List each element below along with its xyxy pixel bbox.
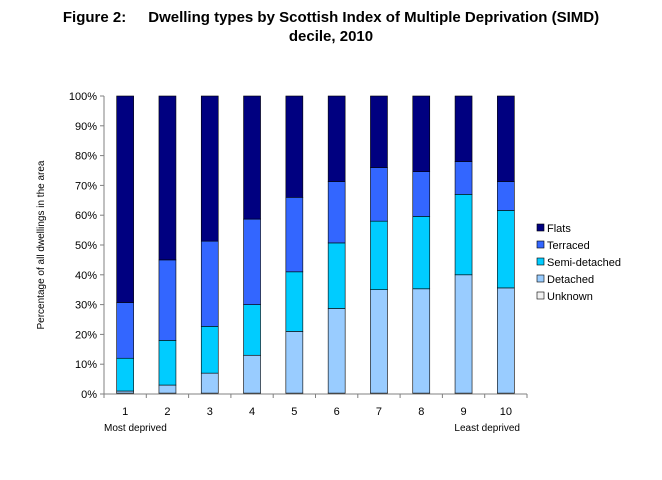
title-line-1: Figure 2: Dwelling types by Scottish Inde… — [0, 8, 662, 27]
bar-segment-terraced — [497, 181, 515, 211]
x-tick-label: 3 — [207, 406, 213, 418]
bar-segment-semi-detached — [497, 210, 515, 289]
y-tick-label: 80% — [75, 151, 97, 163]
bar-segment-detached — [327, 308, 346, 394]
bar-segment-flats — [200, 95, 219, 242]
bar-segment-terraced — [454, 161, 473, 195]
bar-segment-flats — [454, 95, 473, 162]
bar-segment-semi-detached — [370, 220, 388, 291]
x-tick-label: 5 — [291, 406, 297, 418]
title-text-line-2: decile, 2010 — [288, 28, 374, 45]
y-tick-label: 90% — [75, 121, 97, 133]
x-tick-label: 2 — [164, 406, 170, 418]
x-tick-label: 1 — [122, 406, 128, 418]
y-tick-label: 70% — [75, 180, 97, 192]
bar-segment-terraced — [200, 240, 219, 327]
bar-segment-flats — [497, 95, 515, 182]
x-tick-label: 4 — [249, 406, 255, 418]
legend-swatch-flats — [536, 223, 545, 232]
y-tick-label: 100% — [69, 91, 97, 103]
x-tick-label: 7 — [376, 406, 382, 418]
x-tick-label: 9 — [460, 406, 466, 418]
legend-label-semi-detached: Semi-detached — [547, 257, 621, 269]
y-tick-label: 50% — [75, 240, 97, 252]
bar-segment-flats — [158, 95, 177, 261]
bar-segment-semi-detached — [327, 242, 346, 309]
legend-label-terraced: Terraced — [547, 240, 590, 252]
legend-swatch-terraced — [536, 240, 545, 249]
y-axis-title: Percentage of all dwellings in the area — [36, 160, 47, 329]
bar-segment-detached — [158, 384, 177, 394]
bar-segment-detached — [412, 288, 431, 394]
bar-segment-semi-detached — [285, 271, 304, 332]
bar-segment-semi-detached — [243, 304, 261, 356]
bar-segment-semi-detached — [200, 326, 219, 374]
legend-swatch-detached — [536, 274, 545, 283]
bar-segment-terraced — [285, 197, 304, 273]
x-annotation-left: Most deprived — [104, 423, 167, 434]
bar-segment-terraced — [412, 171, 431, 217]
title-text-line-1: Dwelling types by Scottish Index of Mult… — [148, 9, 600, 26]
y-tick-label: 40% — [75, 270, 97, 282]
y-tick-label: 20% — [75, 329, 97, 341]
y-tick-label: 0% — [81, 389, 97, 401]
y-tick-label: 30% — [75, 300, 97, 312]
bar-segment-flats — [327, 95, 346, 182]
x-tick-label: 8 — [418, 406, 424, 418]
bar-segment-terraced — [116, 302, 134, 359]
bar-segment-detached — [497, 287, 515, 394]
bar-segment-detached — [454, 274, 473, 394]
bar-segment-flats — [285, 95, 304, 198]
bar-segment-detached — [243, 354, 261, 394]
bar-segment-flats — [116, 95, 134, 303]
bar-segment-detached — [285, 331, 304, 394]
y-tick-label: 10% — [75, 359, 97, 371]
x-tick-label: 10 — [500, 406, 512, 418]
x-annotation-right: Least deprived — [454, 423, 520, 434]
legend-label-flats: Flats — [547, 223, 571, 235]
bar-segment-flats — [412, 95, 431, 172]
figure-label: Figure 2: — [62, 9, 127, 26]
bar-segment-flats — [370, 95, 388, 168]
bar-segment-semi-detached — [158, 340, 177, 386]
bar-segment-semi-detached — [412, 216, 431, 290]
bar-segment-terraced — [370, 167, 388, 222]
bar-segment-detached — [200, 372, 219, 394]
bar-segment-detached — [370, 289, 388, 394]
y-tick-label: 60% — [75, 210, 97, 222]
legend-swatch-unknown — [536, 291, 545, 300]
bar-segment-terraced — [243, 218, 261, 305]
bar-segment-flats — [243, 95, 261, 220]
bar-segment-terraced — [158, 259, 177, 341]
chart-title: Figure 2: Dwelling types by Scottish Inde… — [0, 8, 662, 46]
legend-swatch-semi-detached — [536, 257, 545, 266]
legend-label-detached: Detached — [547, 274, 594, 286]
bar-segment-detached — [116, 390, 134, 394]
bar-segment-semi-detached — [116, 357, 134, 392]
bar-segment-terraced — [327, 181, 346, 244]
bar-segment-semi-detached — [454, 194, 473, 276]
legend-label-unknown: Unknown — [547, 291, 593, 303]
x-tick-label: 6 — [334, 406, 340, 418]
